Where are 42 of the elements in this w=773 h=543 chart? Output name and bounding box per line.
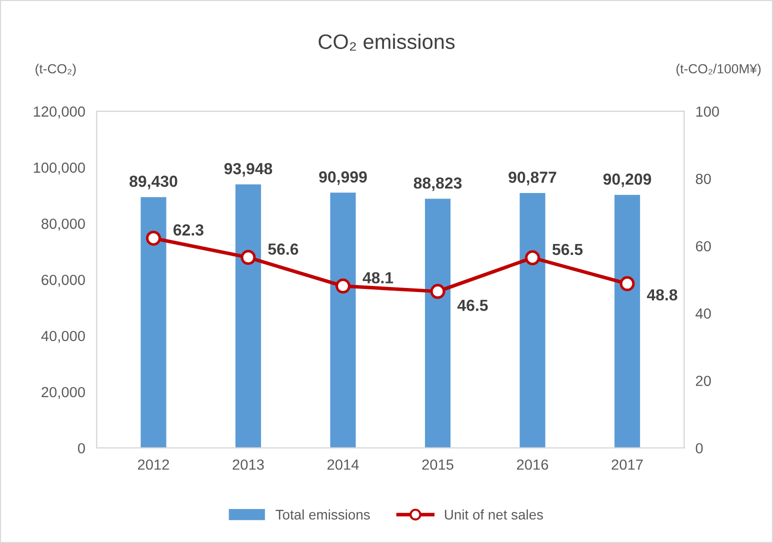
x-tick-label: 2013	[232, 459, 264, 470]
x-tick-label: 2012	[138, 459, 169, 470]
data-label: 93,948	[224, 162, 272, 177]
data-label: 48.1	[362, 272, 394, 284]
chart-title: CO₂ emissions	[318, 34, 455, 51]
point	[146, 230, 161, 246]
point	[335, 278, 350, 294]
y-axis-title: (t-CO₂)	[36, 64, 76, 76]
y2-tick-label: 100	[696, 106, 719, 117]
y2-tick-label: 0	[696, 443, 703, 454]
y-tick-label: 120,000	[34, 106, 85, 118]
x-tick-label: 2016	[517, 459, 548, 470]
y-tick-label: 20,000	[42, 386, 85, 400]
data-label: 48.8	[646, 289, 678, 301]
data-label: 90,999	[319, 171, 367, 185]
x-tick-label: 2014	[328, 459, 359, 470]
data-label: 56.6	[268, 243, 298, 255]
y-tick-label: 80,000	[42, 218, 85, 231]
x-tick-label: 2017	[612, 459, 643, 470]
data-label: 88,823	[414, 177, 462, 191]
data-label: 90,209	[603, 173, 652, 188]
data-label: 89,430	[130, 176, 178, 190]
legend-label: Unit of net sales	[444, 509, 543, 520]
point	[240, 250, 256, 265]
y-tick-label: 40,000	[41, 330, 85, 343]
y2-axis-title: (t-CO₂/100M¥)	[676, 64, 761, 76]
y2-tick-label: 20	[696, 376, 711, 386]
y2-tick-label: 80	[696, 174, 711, 184]
y-tick-label: 0	[78, 443, 85, 454]
data-label: 46.5	[457, 300, 488, 312]
data-label: 90,877	[508, 172, 556, 186]
y-tick-label: 60,000	[42, 274, 85, 287]
point	[524, 250, 540, 266]
data-label: 56.5	[552, 244, 583, 256]
y2-tick-label: 40	[696, 308, 711, 319]
y2-tick-label: 60	[696, 241, 711, 252]
y-tick-label: 100,000	[34, 162, 85, 175]
x-tick-label: 2015	[422, 459, 454, 470]
data-label: 62.3	[174, 224, 204, 236]
point	[620, 276, 635, 292]
legend-label: Total emissions	[276, 509, 370, 520]
point	[430, 284, 446, 299]
